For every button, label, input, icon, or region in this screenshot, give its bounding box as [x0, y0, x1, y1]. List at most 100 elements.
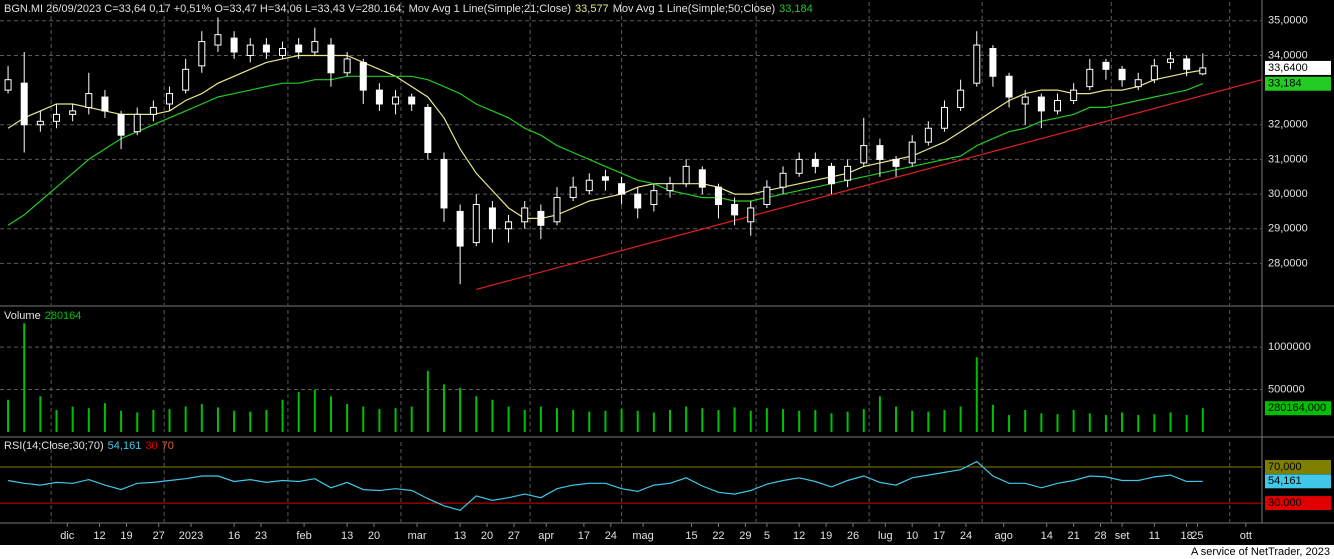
volume-bar [1024, 409, 1027, 432]
candle-body [714, 186, 722, 205]
volume-bar [71, 406, 74, 432]
candle-body [892, 158, 900, 167]
candle-body [666, 183, 674, 192]
x-tick-label: 13 [341, 530, 353, 542]
volume-bar [604, 410, 607, 432]
x-tick-label: 20 [368, 530, 380, 542]
volume-bar [216, 407, 219, 432]
x-tick-label: 28 [1094, 530, 1106, 542]
rsi-line [7, 460, 1203, 511]
series-name: Mov Avg 1 Line(Simple;21;Close) [409, 3, 571, 15]
x-tick-label: 19 [120, 530, 132, 542]
volume-bar [23, 323, 26, 432]
candle-body [4, 79, 12, 91]
candle-body [101, 96, 109, 112]
candle-body [957, 89, 965, 108]
x-tick-label: 26 [847, 530, 859, 542]
x-tick-label: lug [878, 530, 893, 542]
last-value: 54,161 [108, 440, 142, 452]
candle-body [1037, 96, 1045, 112]
level-header: 70 [162, 440, 174, 452]
moving-average [7, 54, 1203, 219]
volume-bar [426, 370, 429, 432]
candle-body [53, 113, 61, 122]
panel-title: RSI(14;Close;30;70) [4, 440, 104, 452]
volume-bar [669, 409, 672, 432]
footer: A service of NetTrader, 2023 [1191, 546, 1330, 558]
volume-bar [911, 410, 914, 432]
ma-last-box-label: 33,184 [1268, 78, 1302, 90]
candle-body [1102, 61, 1110, 70]
volume-bar [120, 410, 123, 432]
volume-bar [959, 406, 962, 432]
x-tick-label: dic [60, 530, 75, 542]
volume-bar [442, 384, 445, 432]
candle-body [505, 221, 513, 230]
candle-body [1005, 75, 1013, 98]
volume-bar [652, 412, 655, 432]
y-tick-label: 32,0000 [1268, 119, 1308, 131]
volume-bar [313, 389, 316, 432]
volume-bar [1040, 413, 1043, 432]
x-tick-label: 5 [764, 530, 770, 542]
panel-header: RSI(14;Close;30;70) 54,161 30 70 [4, 440, 174, 452]
volume-bar [572, 409, 575, 432]
volume-bar [168, 409, 171, 432]
volume-bar [765, 408, 768, 432]
level-box-bg [1265, 496, 1331, 511]
volume-bar [556, 408, 559, 432]
level-box-label: 70,000 [1268, 461, 1302, 473]
candle-body [827, 165, 835, 185]
series-last: 33,577 [575, 3, 609, 15]
candle-body [1150, 65, 1158, 81]
candle-body [472, 203, 480, 244]
candle-body [424, 106, 432, 154]
volume-bar [297, 392, 300, 432]
candle-body [166, 93, 174, 105]
candle-body [392, 96, 400, 105]
candle-body [1167, 58, 1175, 63]
last-price-box-label: 33,6400 [1268, 62, 1308, 74]
candle-body [618, 183, 626, 195]
volume-bar [55, 409, 58, 432]
volume-last-box-bg [1265, 401, 1331, 416]
volume-bar [265, 409, 268, 432]
volume-bar [636, 410, 639, 432]
y-tick-label: 30,0000 [1268, 188, 1308, 200]
candle-body [343, 58, 351, 74]
ma-last-box-bg [1265, 76, 1331, 91]
candle-body [844, 165, 852, 181]
x-tick-label: 17 [578, 530, 590, 542]
candle-body [440, 158, 448, 209]
volume-bar [717, 409, 720, 432]
volume-bar [685, 406, 688, 432]
volume-bar [184, 406, 187, 432]
ma-last-box: 33,184 [1265, 76, 1331, 91]
level-box-label: 30,000 [1268, 497, 1302, 509]
last-price-box-bg [1265, 60, 1331, 75]
volume-bar [539, 406, 542, 432]
candle-body [795, 158, 803, 174]
x-tick-label: 13 [454, 530, 466, 542]
candle-body [230, 37, 238, 53]
candle-body [811, 158, 819, 167]
trendline [476, 79, 1263, 290]
volume-bar [1169, 412, 1172, 432]
candle-body [456, 210, 464, 247]
candle-body [279, 48, 287, 56]
series-name: Mov Avg 1 Line(Simple;50;Close) [613, 3, 775, 15]
x-tick-label: 18 [1181, 530, 1193, 542]
x-tick-label: apr [538, 530, 554, 542]
x-tick-label: 23 [255, 530, 267, 542]
candle-body [1183, 58, 1191, 70]
x-tick-label: 27 [153, 530, 165, 542]
volume-bar [1153, 414, 1156, 432]
x-tick-label: 22 [712, 530, 724, 542]
volume-bar [475, 396, 478, 432]
volume-bar [491, 399, 494, 432]
rsi-last-box: 54,161 [1265, 474, 1331, 489]
volume-bar [281, 399, 284, 432]
candle-body [650, 190, 658, 205]
volume-bar [798, 410, 801, 432]
volume-bar [749, 410, 752, 432]
